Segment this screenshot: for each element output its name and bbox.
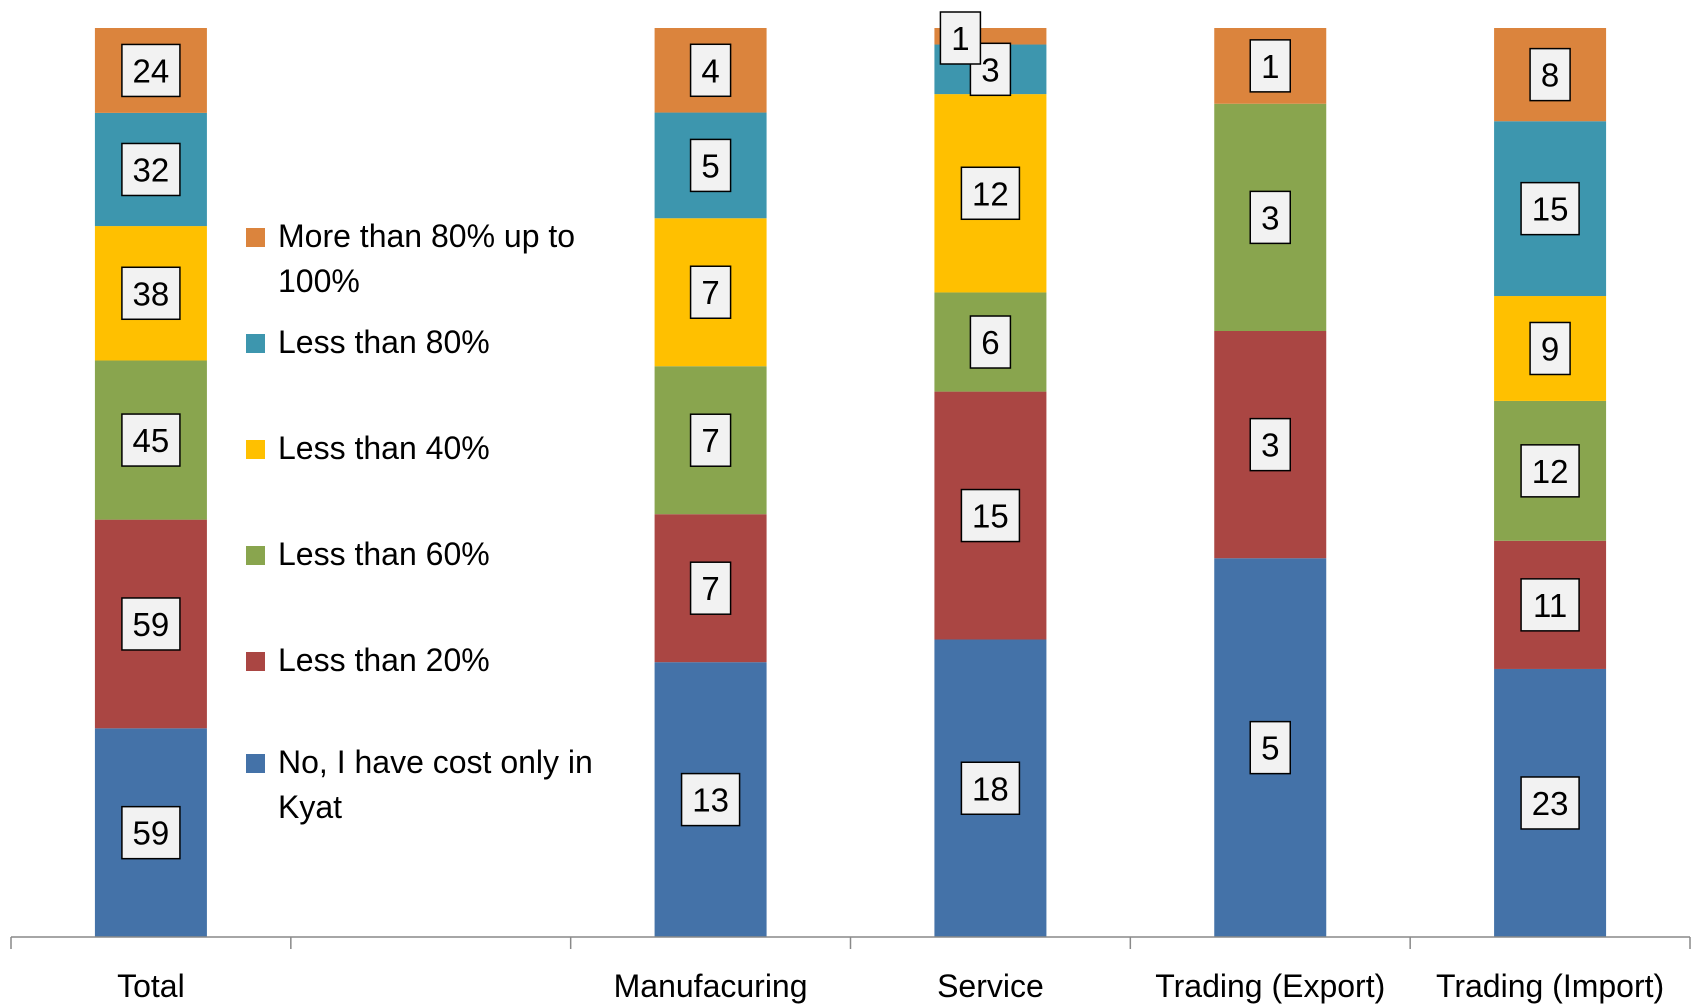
data-label: 3 [1261, 427, 1279, 464]
legend-swatch [246, 440, 265, 459]
data-label-box [960, 166, 1021, 221]
data-label: 7 [701, 422, 719, 459]
data-label-box [1520, 578, 1580, 632]
legend-label: Less than 60% [278, 536, 490, 572]
data-label: 11 [1533, 587, 1567, 624]
legend-label: Less than 80% [278, 324, 490, 360]
data-label-box [1249, 720, 1291, 775]
data-label: 1 [951, 20, 969, 57]
data-label: 13 [692, 782, 729, 819]
legend-swatch [246, 754, 265, 773]
data-label: 7 [701, 570, 719, 607]
data-label-box [121, 43, 181, 98]
data-label-box [1249, 39, 1291, 93]
legend-label: No, I have cost only in Kyat [278, 744, 593, 825]
data-label-box [121, 805, 181, 860]
data-label: 32 [133, 151, 170, 188]
category-label: Service [937, 968, 1044, 1004]
category-label: Trading (Import) [1436, 968, 1664, 1004]
data-label-box [121, 597, 181, 651]
data-label-box [121, 413, 181, 467]
data-label: 15 [972, 498, 1009, 535]
data-label: 5 [1261, 730, 1279, 767]
data-label: 4 [701, 52, 719, 89]
legend-swatch [246, 652, 265, 671]
data-label-box [969, 315, 1012, 369]
data-label: 6 [981, 324, 999, 361]
data-label-box [939, 11, 982, 65]
data-label-box [689, 138, 732, 193]
data-label-box [121, 142, 181, 197]
data-label-box [1520, 776, 1580, 830]
data-label-box [1249, 417, 1291, 472]
data-label: 8 [1541, 57, 1559, 94]
legend-swatch [246, 228, 265, 247]
category-label: Manufacuring [614, 968, 808, 1004]
data-label-box [1520, 181, 1580, 236]
data-labels-layer: 5959453832241377754181561231533123111291… [121, 11, 1580, 860]
legend-label: Less than 20% [278, 642, 490, 678]
data-label-box [1529, 321, 1571, 376]
data-label: 5 [701, 147, 719, 184]
data-label-box [689, 561, 732, 615]
data-label: 18 [972, 770, 1009, 807]
data-label: 45 [133, 422, 170, 459]
legend-swatch [246, 334, 265, 353]
category-label: Trading (Export) [1155, 968, 1385, 1004]
legend-label: Less than 40% [278, 430, 490, 466]
data-label-box [121, 266, 181, 321]
data-label: 15 [1532, 191, 1569, 228]
data-label: 7 [701, 274, 719, 311]
data-label: 9 [1541, 330, 1559, 367]
data-label-box [689, 265, 732, 319]
data-label: 3 [1261, 199, 1279, 236]
data-label: 24 [133, 52, 170, 89]
data-label-box [689, 43, 732, 98]
category-label: Total [117, 968, 185, 1004]
legend-swatch [246, 546, 265, 565]
data-label-box [960, 488, 1021, 543]
data-label-box [680, 772, 741, 827]
data-label: 59 [133, 606, 170, 643]
data-label: 12 [1532, 453, 1569, 490]
data-label: 38 [133, 275, 170, 312]
data-label: 1 [1261, 48, 1279, 85]
data-label-box [1249, 190, 1291, 245]
data-label: 59 [133, 815, 170, 852]
data-label: 23 [1532, 785, 1569, 822]
legend-label: More than 80% up to 100% [278, 218, 576, 299]
data-label-box [1529, 47, 1571, 102]
data-label-box [1520, 444, 1580, 498]
data-label-box [960, 761, 1021, 816]
x-axis: Total Manufacuring Service Trading (Export)… [10, 936, 1691, 1004]
data-label: 3 [981, 51, 999, 88]
data-label: 12 [972, 175, 1009, 212]
data-label-box [689, 413, 732, 467]
